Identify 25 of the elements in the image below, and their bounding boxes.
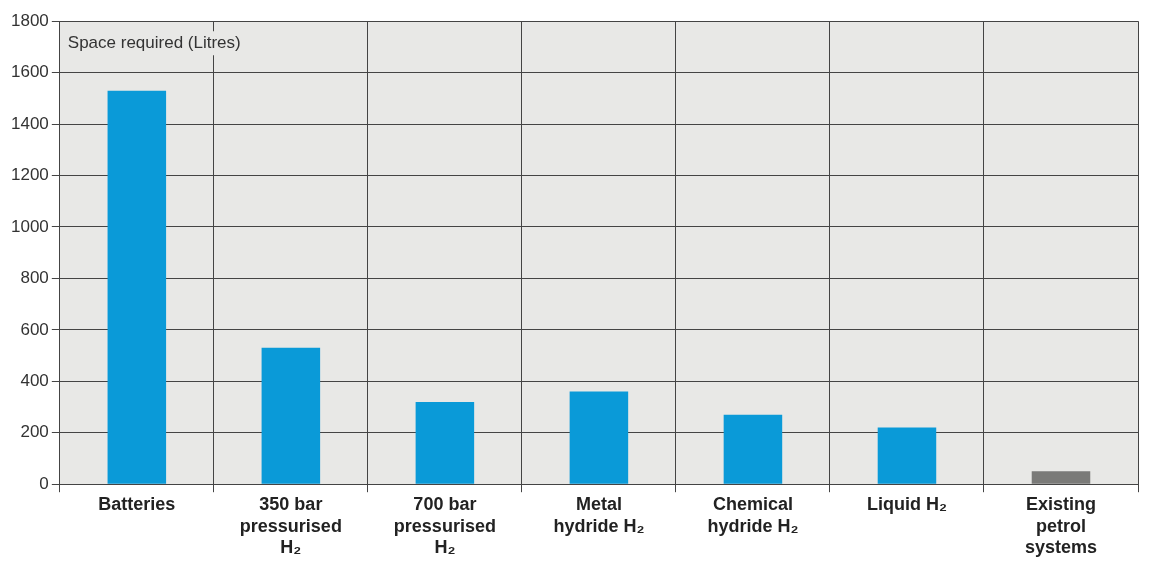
y-tick-label: 800 (20, 268, 49, 288)
bar (723, 414, 783, 484)
x-tick-label: Chemical hydride H₂ (707, 493, 799, 536)
y-tick-label: 1400 (10, 113, 49, 133)
x-tick-label: Batteries (98, 493, 176, 514)
bar (415, 401, 475, 484)
y-tick-label: 1800 (10, 10, 49, 30)
x-tick-label: Liquid H₂ (866, 493, 947, 514)
bar (107, 90, 167, 484)
x-tick-label: 700 bar pressurised H₂ (393, 493, 496, 558)
y-tick-label: 1200 (10, 165, 49, 185)
x-tick-label: 350 bar pressurised H₂ (239, 493, 342, 558)
x-tick-label: Existing petrol systems (1024, 493, 1098, 558)
y-tick-label: 1600 (10, 62, 49, 82)
y-tick-label: 1000 (10, 216, 49, 236)
y-tick-label: 600 (20, 319, 49, 339)
x-tick-label: Metal hydride H₂ (553, 493, 645, 536)
bar (1031, 471, 1091, 484)
y-tick-label: 0 (39, 473, 49, 493)
y-tick-label: 400 (20, 371, 49, 390)
bar (261, 347, 321, 484)
y-axis-title: Space required (Litres) (67, 33, 241, 53)
bar (877, 427, 937, 484)
y-tick-label: 200 (20, 422, 49, 442)
bar (569, 391, 629, 484)
